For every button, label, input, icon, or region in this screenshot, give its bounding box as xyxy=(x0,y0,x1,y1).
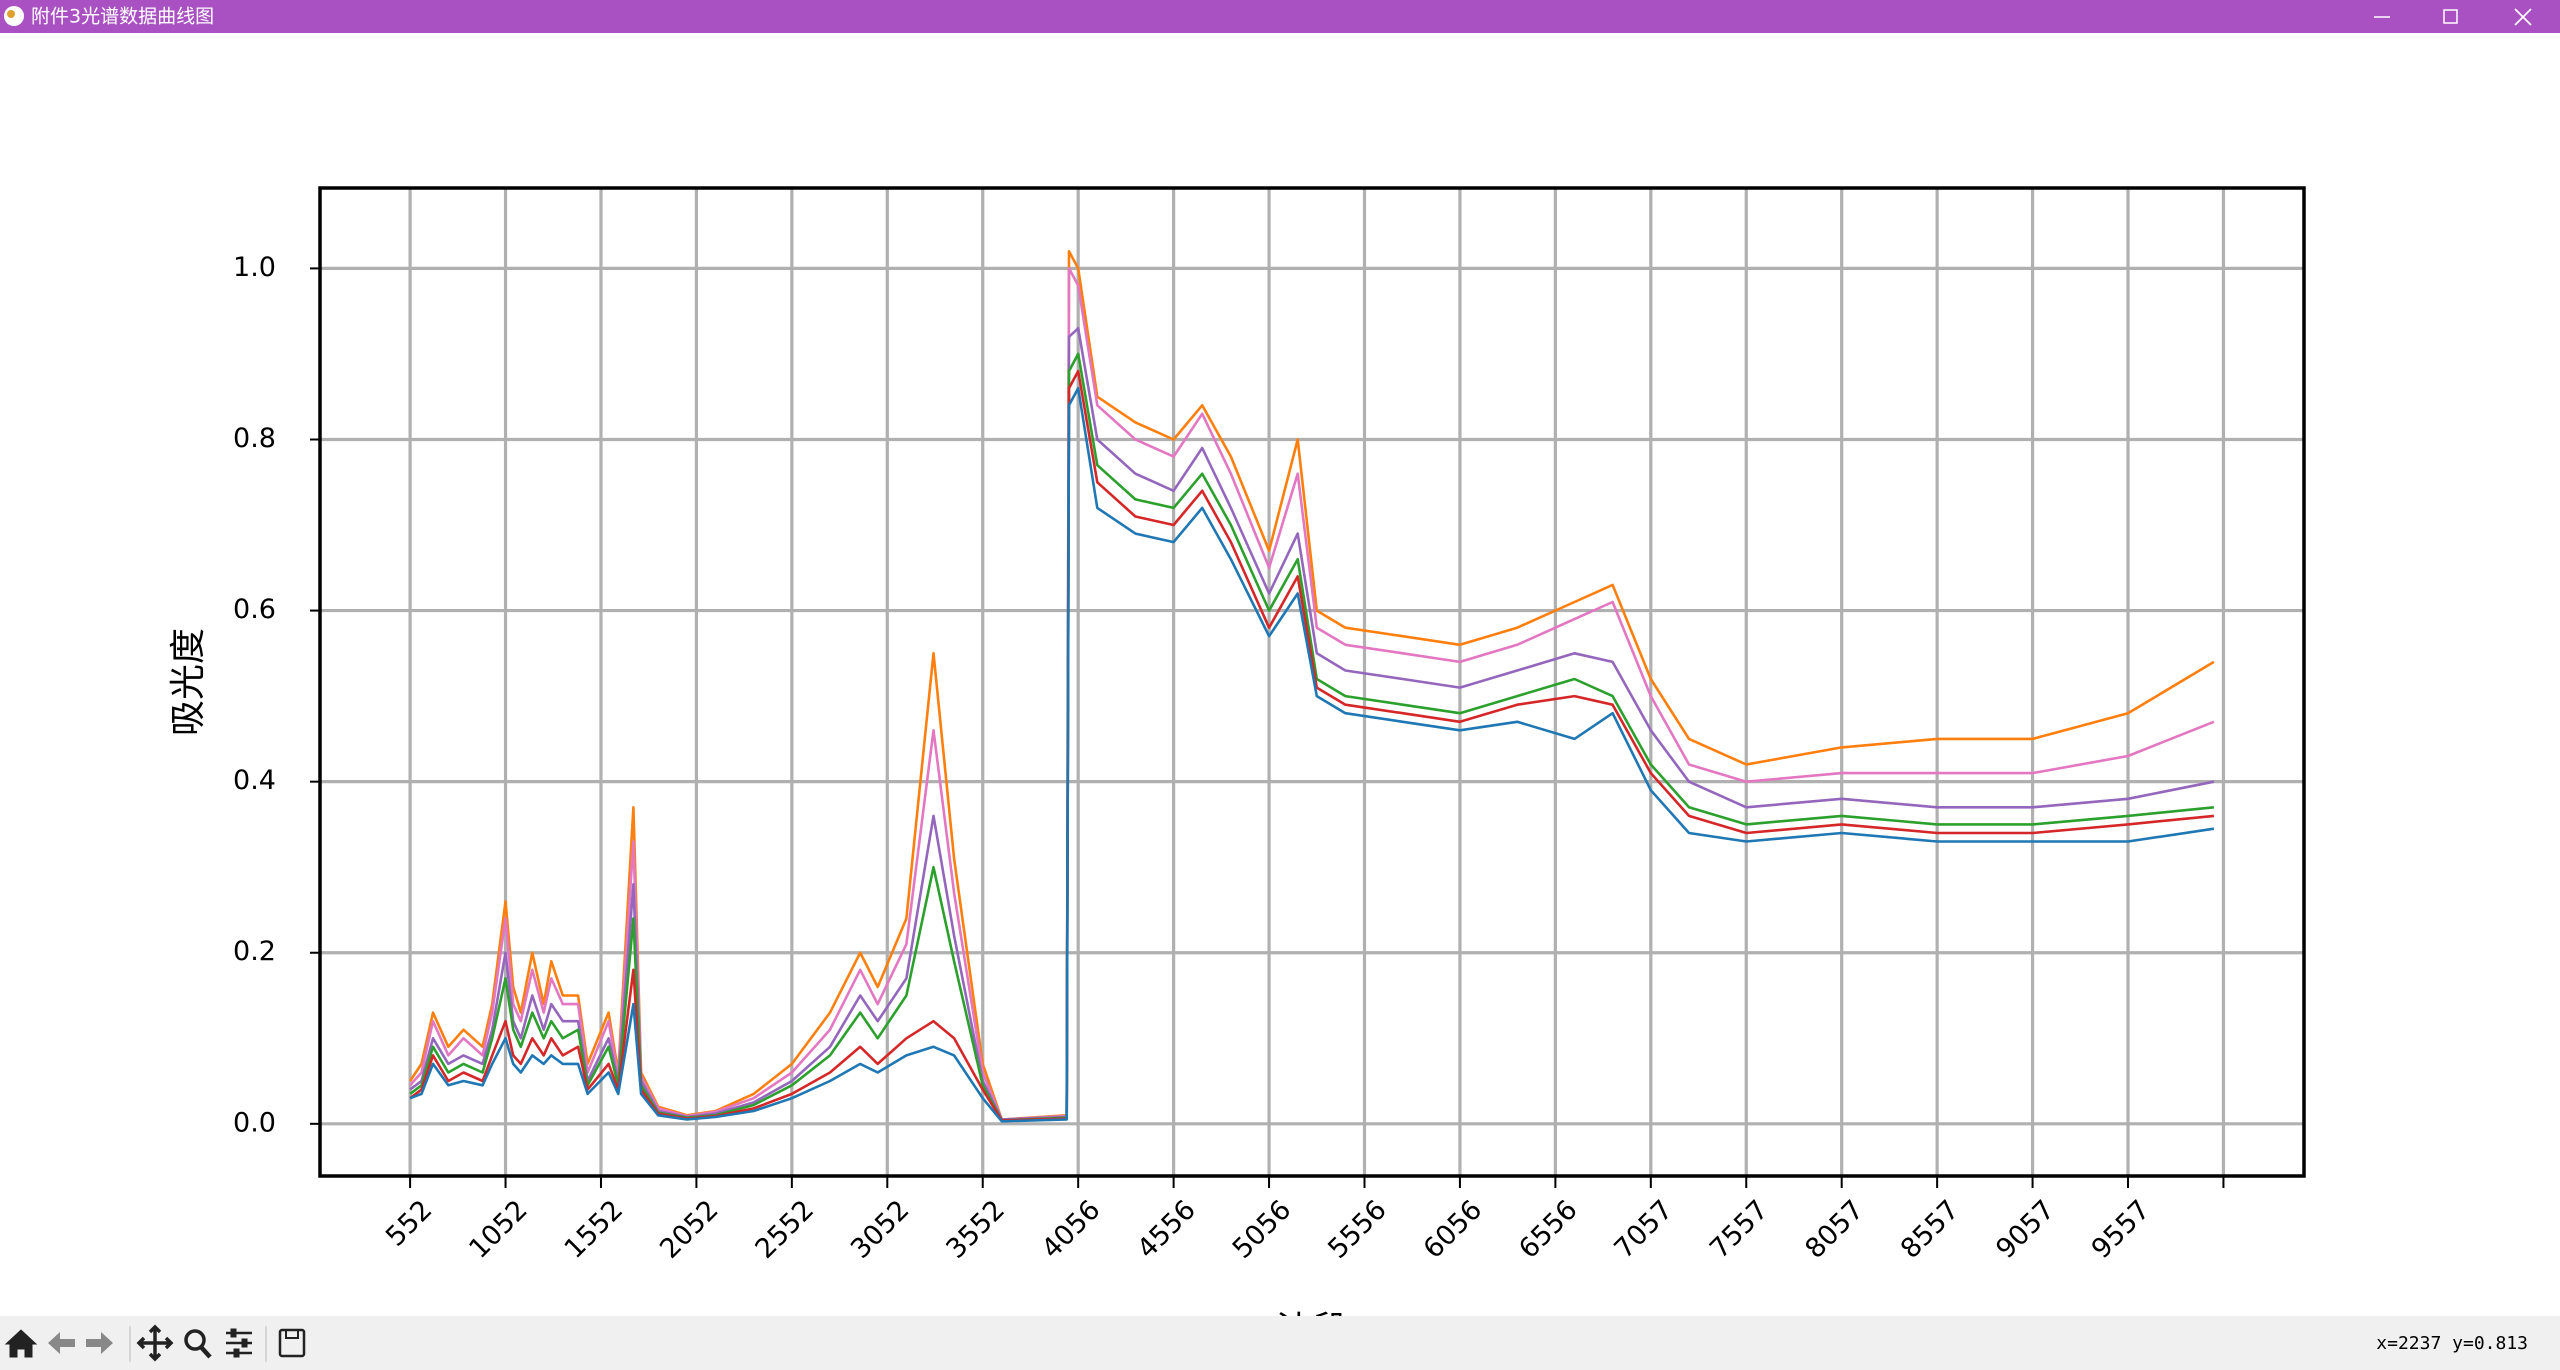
series-line xyxy=(409,267,2215,1121)
series-line xyxy=(409,327,2215,1121)
x-tick-label: 3552 xyxy=(940,1194,1011,1265)
axes-frame xyxy=(318,186,2306,1178)
x-tick-label: 7057 xyxy=(1609,1194,1680,1265)
x-tick-label: 9557 xyxy=(2086,1194,2157,1265)
x-tick-label: 8057 xyxy=(1799,1194,1870,1265)
forward-button[interactable] xyxy=(86,1332,113,1354)
toolbar xyxy=(0,1316,2560,1370)
y-tick-label: 0.6 xyxy=(233,594,276,625)
x-tick-label: 6056 xyxy=(1418,1194,1489,1265)
x-tick-label: 9057 xyxy=(1990,1194,2061,1265)
x-tick-label: 2052 xyxy=(654,1194,725,1265)
plot-area: 0.0 0.2 0.4 0.6 0.8 1.0 552 1052 1552 2052 2552 305… xyxy=(168,186,2306,1351)
toolbar-icons xyxy=(4,1324,306,1362)
x-tick-label: 4056 xyxy=(1036,1194,1107,1265)
x-tick-label: 1052 xyxy=(463,1194,534,1265)
close-button[interactable] xyxy=(2514,8,2532,26)
x-tick-label: 6556 xyxy=(1513,1194,1584,1265)
x-tick-label: 8557 xyxy=(1895,1194,1966,1265)
y-tick-label: 0.4 xyxy=(233,765,276,796)
title-bar xyxy=(0,0,2560,33)
series-line xyxy=(409,386,2215,1123)
slider xyxy=(241,1338,248,1348)
y-tick-label: 0.8 xyxy=(233,423,276,454)
zoom-handle xyxy=(199,1345,212,1359)
pan-button[interactable] xyxy=(136,1324,174,1362)
series-line xyxy=(409,369,2215,1122)
save-icon-part xyxy=(285,1329,299,1339)
zoom-button[interactable] xyxy=(184,1329,206,1351)
x-tick-label: 4556 xyxy=(1131,1194,1202,1265)
x-tick-label: 552 xyxy=(380,1194,438,1252)
x-tick-label: 2552 xyxy=(750,1194,821,1265)
x-tick-label: 1552 xyxy=(559,1194,630,1265)
slider xyxy=(233,1348,240,1358)
x-tick-label: 5556 xyxy=(1322,1194,1393,1265)
series-line xyxy=(409,352,2215,1122)
x-tick-label: 3052 xyxy=(845,1194,916,1265)
restore-button[interactable] xyxy=(2443,9,2458,24)
series-line xyxy=(409,250,2215,1121)
home-button[interactable] xyxy=(4,1329,38,1358)
app-icon-dot xyxy=(7,10,15,18)
window-title: 附件3光谱数据曲线图 xyxy=(31,6,214,28)
x-tick-label: 5056 xyxy=(1227,1194,1298,1265)
status-text: x=2237 y=0.813 xyxy=(2376,1333,2528,1354)
back-button[interactable] xyxy=(48,1332,75,1354)
y-tick-label: 0.0 xyxy=(233,1107,276,1138)
slider xyxy=(230,1328,237,1338)
x-tick-label: 7557 xyxy=(1704,1194,1775,1265)
y-axis-label: 吸光度 xyxy=(168,628,209,736)
y-tick-label: 1.0 xyxy=(233,252,276,283)
y-tick-label: 0.2 xyxy=(233,936,276,967)
